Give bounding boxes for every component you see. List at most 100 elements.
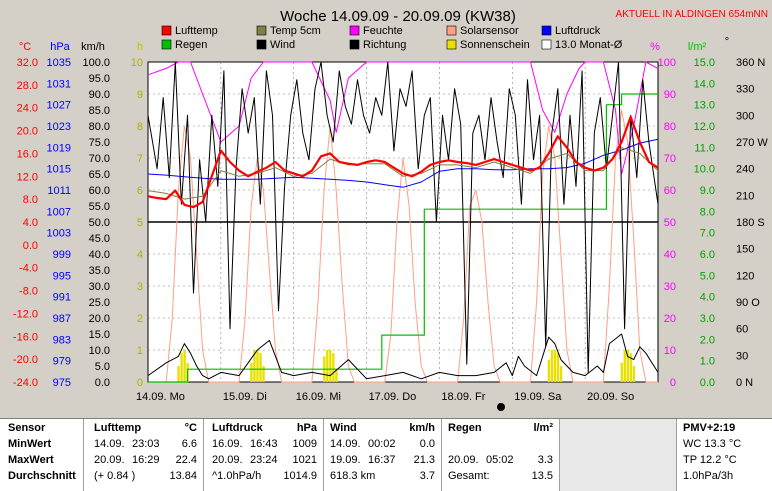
tick-humidity: 50 [664,217,676,229]
moon-phase-icon [497,403,505,411]
cell: 1021 [292,454,317,466]
tick-direction: 210 [736,190,754,202]
stats-luftdruck-unit: hPa [296,422,317,434]
tick-pressure: 987 [53,313,71,325]
stats-regen-unit: l/m² [533,422,553,434]
tick-wind: 55.0 [89,201,110,213]
tick-temp: -24.0 [13,377,38,389]
sunshine-bar [559,366,563,382]
x-tick-label: 19.09. Sa [514,391,562,403]
tick-rain: 2.0 [700,334,715,346]
tick-direction: 270 W [736,137,768,149]
tick-direction: 150 [736,244,754,256]
tick-hours: 6 [137,185,143,197]
tick-wind: 70.0 [89,153,110,165]
sunshine-bar [335,369,338,382]
tick-rain: 11.0 [694,142,715,154]
legend-label: Lufttemp [175,25,218,37]
tick-direction: 240 [736,164,754,176]
stats-lufttemp-header: Lufttemp [94,422,142,434]
tick-hours: 10 [131,57,143,69]
x-tick-label: 18.09. Fr [441,391,485,403]
tick-hours: 8 [137,121,143,133]
tick-temp: -20.0 [13,354,38,366]
tick-rain: 15.0 [694,57,715,69]
legend-swatch [541,39,552,50]
tick-hours: 2 [137,313,143,325]
tick-pressure: 1003 [47,228,71,240]
tick-wind: 80.0 [89,121,110,133]
x-tick-label: 16.09. Mi [296,391,341,403]
unit-temp: °C [19,41,31,53]
x-axis-labels: 14.09. Mo 15.09. Di 16.09. Mi 17.09. Do 18.0… [136,391,634,403]
tick-temp: 0.0 [23,240,38,252]
x-tick-label: 15.09. Di [223,391,267,403]
tick-hours: 5 [137,217,143,229]
tick-wind: 35.0 [89,265,110,277]
tick-pressure: 991 [53,292,71,304]
legend-label: Regen [175,39,207,51]
tick-temp: -16.0 [13,331,38,343]
stats-label-max: MaxWert [8,454,54,466]
cell: 13.5 [531,470,553,482]
unit-pressure: hPa [50,41,70,53]
series-line-feuchte [147,61,659,175]
legend-label: Richtung [363,39,406,51]
x-tick-label: 20.09. So [587,391,634,403]
stats-sensor-header: Sensor [8,422,46,434]
tick-pressure: 999 [53,249,71,261]
tick-pressure: 979 [53,356,71,368]
legend-swatch [161,39,172,50]
cell: 16.09. [212,438,243,450]
legend-label: Wind [270,39,295,51]
tick-wind: 60.0 [89,185,110,197]
legend-label: Temp 5cm [270,25,321,37]
tick-hours: 3 [137,281,143,293]
cell: 23:03 [132,438,160,450]
tick-humidity: 10 [664,345,676,357]
tick-pressure: 1035 [47,57,71,69]
tick-wind: 25.0 [89,297,110,309]
legend-swatch [541,25,552,36]
legend-label: Solarsensor [460,25,519,37]
sunshine-bar [632,366,636,382]
unit-rain: l/m² [688,41,707,53]
cell: 13.84 [169,470,197,482]
legend-label: 13.0 Monat-Ø [555,39,623,51]
tick-direction: 360 N [736,57,765,69]
tick-wind: 10.0 [89,345,110,357]
sunshine-bar [620,362,623,382]
sunshine-bar [256,350,259,382]
cell: (+ 0.84 ) [94,470,136,482]
unit-wind: km/h [81,41,105,53]
stats-label-min: MinWert [8,438,52,450]
axis-ticks: 32.028.024.020.016.012.08.04.00.0-4.0-8.… [13,57,768,389]
tick-hours: 9 [137,89,143,101]
tick-wind: 50.0 [89,217,110,229]
tick-wind: 100.0 [82,57,110,69]
tick-pressure: 975 [53,377,71,389]
tick-rain: 7.0 [700,228,715,240]
stats-luftdruck: Luftdruck hPa 16.09. 16:43 1009 20.09. 23:24… [204,419,324,491]
legend-swatch [446,39,457,50]
weather-chart: Woche 14.09.09 - 20.09.09 (KW38) AKTUELL… [12,8,769,411]
tick-wind: 15.0 [89,329,110,341]
tick-rain: 9.0 [700,185,715,197]
sunshine-bar [553,350,557,382]
tick-rain: 12.0 [694,121,715,133]
tick-temp: 28.0 [17,80,38,92]
cell: 618.3 km [330,470,376,482]
legend-label: Sonnenschein [460,39,530,51]
tick-humidity: 0 [670,377,676,389]
stats-lufttemp: Lufttemp °C 14.09. 23:03 6.6 20.09. 16:29 22.… [84,419,204,491]
cell: 3.3 [537,454,553,466]
cell: 16:29 [132,454,160,466]
tick-humidity: 20 [664,313,676,325]
stats-label-avg: Durchschnitt [8,470,76,482]
cell: ^1.0hPa/h [212,470,262,482]
cell: 05:02 [486,454,514,466]
tick-rain: 1.0 [700,356,715,368]
cell: WC 13.3 °C [683,438,742,450]
tick-rain: 8.0 [700,206,715,218]
tick-direction: 330 [736,84,754,96]
